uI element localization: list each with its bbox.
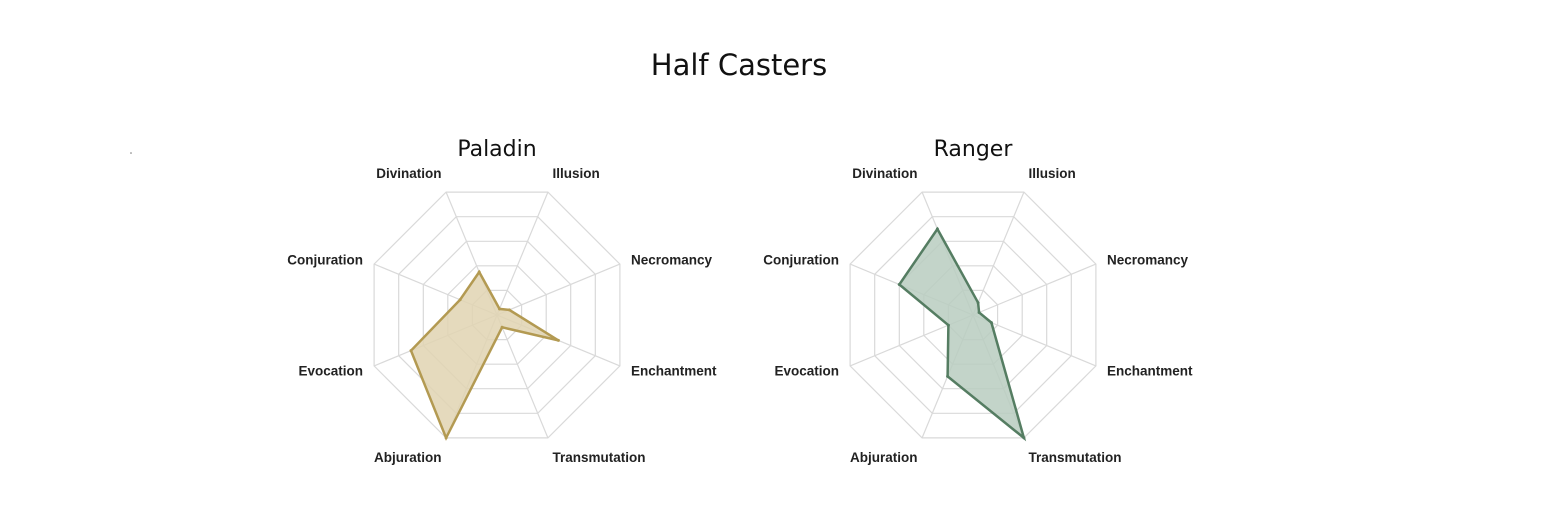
grid-spoke-illusion bbox=[496, 191, 549, 316]
data-point-ranger-enchantment bbox=[989, 321, 993, 325]
radar-axis-labels-paladin: Divination Illusion Necromancy Enchantment T… bbox=[287, 166, 717, 465]
radar-chart-paladin: Paladin Divination Illusion Necromancy Ench… bbox=[287, 137, 717, 465]
chart-title-paladin: Paladin bbox=[457, 137, 536, 162]
axis-label-abjuration: Abjuration bbox=[374, 450, 442, 465]
stray-dot bbox=[130, 152, 132, 154]
data-point-paladin-evocation bbox=[409, 349, 413, 353]
data-point-paladin-transmutation bbox=[500, 325, 504, 329]
grid-spoke-necromancy bbox=[496, 263, 621, 316]
axis-label-transmutation: Transmutation bbox=[553, 450, 646, 465]
data-point-paladin-enchantment bbox=[556, 338, 560, 342]
radar-axis-labels-ranger: Divination Illusion Necromancy Enchantment T… bbox=[763, 166, 1193, 465]
data-point-ranger-illusion bbox=[976, 301, 980, 305]
radar-chart-ranger: Ranger Divination Illusion Necromancy Encha… bbox=[763, 137, 1193, 465]
axis-label-evocation: Evocation bbox=[774, 364, 839, 379]
page-title: Half Casters bbox=[651, 48, 827, 82]
data-point-paladin-abjuration bbox=[444, 436, 448, 440]
axis-label-divination: Divination bbox=[852, 166, 917, 181]
data-point-ranger-conjuration bbox=[897, 283, 901, 286]
data-point-ranger-divination bbox=[935, 227, 939, 231]
axis-label-conjuration: Conjuration bbox=[763, 253, 839, 268]
axis-label-illusion: Illusion bbox=[1029, 166, 1076, 181]
axis-label-enchantment: Enchantment bbox=[631, 364, 717, 379]
axis-label-conjuration: Conjuration bbox=[287, 253, 363, 268]
data-point-ranger-abjuration bbox=[946, 374, 950, 378]
data-point-ranger-evocation bbox=[946, 323, 950, 327]
axis-label-abjuration: Abjuration bbox=[850, 450, 918, 465]
radar-area-ranger bbox=[897, 226, 1027, 442]
axis-label-transmutation: Transmutation bbox=[1029, 450, 1122, 465]
data-point-ranger-transmutation bbox=[1022, 436, 1026, 440]
radar-series-ranger bbox=[897, 226, 1027, 442]
data-point-paladin-necromancy bbox=[507, 308, 511, 312]
axis-label-necromancy: Necromancy bbox=[1107, 253, 1189, 268]
data-point-ranger-necromancy bbox=[977, 311, 981, 314]
grid-spoke-transmutation bbox=[496, 314, 549, 439]
axis-label-enchantment: Enchantment bbox=[1107, 364, 1193, 379]
data-point-paladin-divination bbox=[477, 270, 481, 274]
axis-label-illusion: Illusion bbox=[553, 166, 600, 181]
chart-title-ranger: Ranger bbox=[934, 137, 1014, 162]
radar-series-paladin bbox=[409, 269, 560, 441]
grid-spoke-enchantment bbox=[972, 314, 1097, 367]
axis-label-necromancy: Necromancy bbox=[631, 253, 713, 268]
grid-spoke-illusion bbox=[972, 191, 1025, 316]
grid-spoke-necromancy bbox=[972, 263, 1097, 316]
data-point-paladin-illusion bbox=[498, 307, 501, 311]
axis-label-divination: Divination bbox=[376, 166, 441, 181]
data-point-paladin-conjuration bbox=[458, 298, 462, 302]
axis-label-evocation: Evocation bbox=[298, 364, 363, 379]
